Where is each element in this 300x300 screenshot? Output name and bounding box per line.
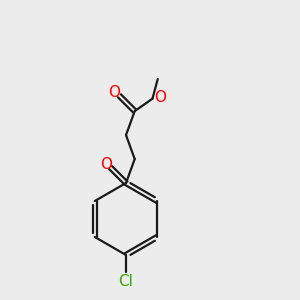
Text: O: O xyxy=(109,85,121,100)
Text: O: O xyxy=(154,90,166,105)
Text: O: O xyxy=(100,157,112,172)
Text: Cl: Cl xyxy=(118,274,134,289)
